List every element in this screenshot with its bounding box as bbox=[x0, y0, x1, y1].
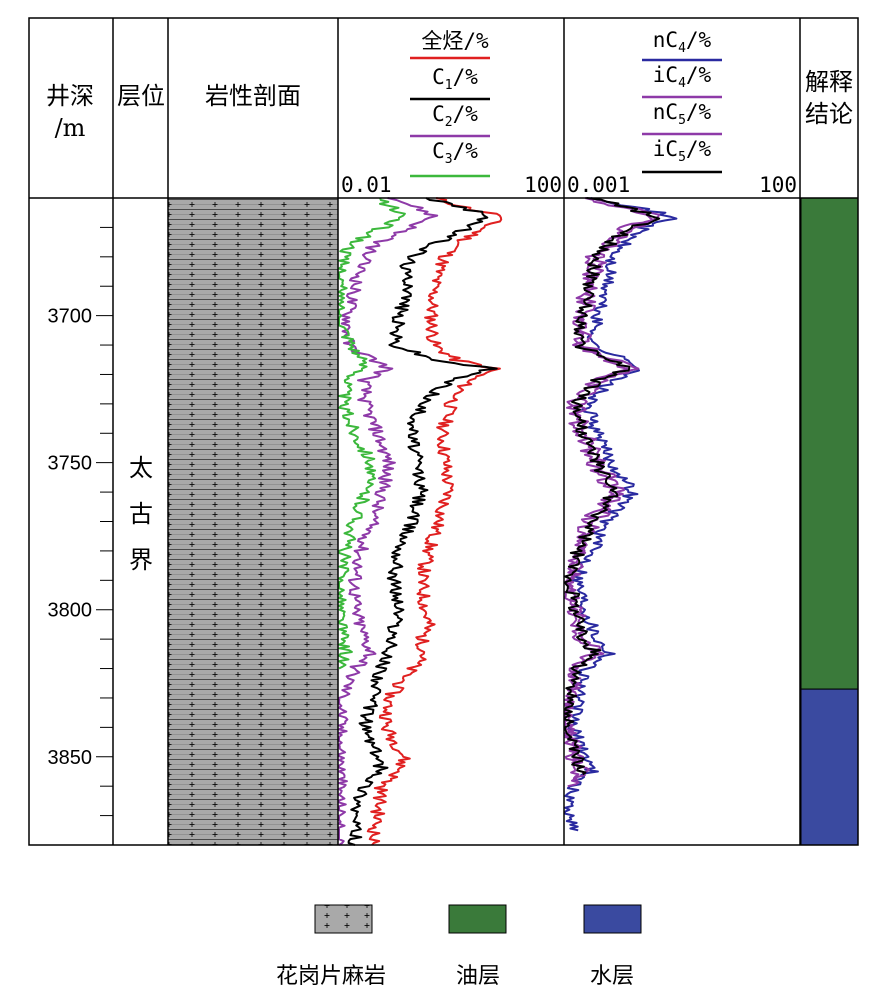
formation-header: 层位 bbox=[117, 82, 165, 110]
lithology-fill bbox=[168, 198, 338, 845]
interpretation-header-2: 结论 bbox=[805, 100, 853, 128]
depth-header: 井深 bbox=[46, 82, 94, 110]
curve-全烃 bbox=[366, 197, 503, 846]
curve-c2 bbox=[338, 197, 439, 846]
formation-name-3: 界 bbox=[129, 546, 153, 574]
depth-unit: /m bbox=[55, 114, 86, 142]
legend: 花岗片麻岩 油层 水层 bbox=[276, 904, 642, 989]
depth-tick-label: 3700 bbox=[48, 306, 93, 328]
depth-tick-label: 3800 bbox=[48, 600, 93, 622]
track1-scale-min: 0.01 bbox=[341, 173, 392, 197]
formation-name-2: 古 bbox=[129, 500, 153, 528]
track1-curve-headers: 全烃/% C1/% C2/% C3/% 0.01 100 bbox=[341, 29, 562, 197]
curve-nc5 bbox=[564, 197, 655, 782]
track1-curve-c1-label: C1/% bbox=[432, 65, 478, 93]
legend-oil-label: 油层 bbox=[456, 964, 500, 989]
legend-granite-swatch bbox=[314, 904, 373, 934]
log-curves bbox=[338, 197, 678, 846]
depth-tick-label: 3750 bbox=[48, 453, 93, 475]
track2-curve-ic5-label: iC5/% bbox=[653, 137, 712, 165]
curve-c1 bbox=[347, 197, 498, 846]
track2-scale-max: 100 bbox=[759, 173, 797, 197]
lithology-header: 岩性剖面 bbox=[205, 82, 301, 110]
track1-scale-max: 100 bbox=[524, 173, 562, 197]
curve-nc4 bbox=[564, 197, 678, 832]
formation-name-1: 太 bbox=[129, 454, 153, 482]
track2-curve-headers: nC4/% iC4/% nC5/% iC5/% 0.001 100 bbox=[567, 28, 797, 197]
interpretation-oil-bar bbox=[800, 197, 859, 690]
interpretation-header-1: 解释 bbox=[805, 68, 853, 96]
interpretation-water-bar bbox=[800, 688, 859, 846]
depth-axis: 3700 3750 3800 3850 bbox=[48, 226, 113, 817]
legend-oil-swatch bbox=[448, 904, 507, 934]
track1-curve-c3-label: C3/% bbox=[432, 139, 478, 167]
track2-curve-nc5-label: nC5/% bbox=[653, 100, 712, 128]
curve-ic5 bbox=[564, 197, 661, 776]
curve-c3 bbox=[338, 197, 406, 670]
legend-water-swatch bbox=[583, 904, 642, 934]
track1-curve-c2-label: C2/% bbox=[432, 102, 478, 130]
track2-curve-ic4-label: iC4/% bbox=[653, 63, 712, 91]
legend-water-label: 水层 bbox=[590, 964, 634, 989]
track2-curve-nc4-label: nC4/% bbox=[653, 28, 712, 56]
chart-frame bbox=[28, 17, 859, 846]
depth-tick-label: 3850 bbox=[48, 747, 93, 769]
track1-curve-total-label: 全烃/% bbox=[421, 29, 489, 53]
track2-scale-min: 0.001 bbox=[567, 173, 630, 197]
legend-granite-label: 花岗片麻岩 bbox=[276, 964, 386, 989]
